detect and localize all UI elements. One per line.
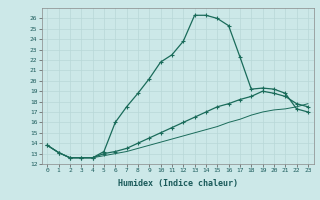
- X-axis label: Humidex (Indice chaleur): Humidex (Indice chaleur): [118, 179, 237, 188]
